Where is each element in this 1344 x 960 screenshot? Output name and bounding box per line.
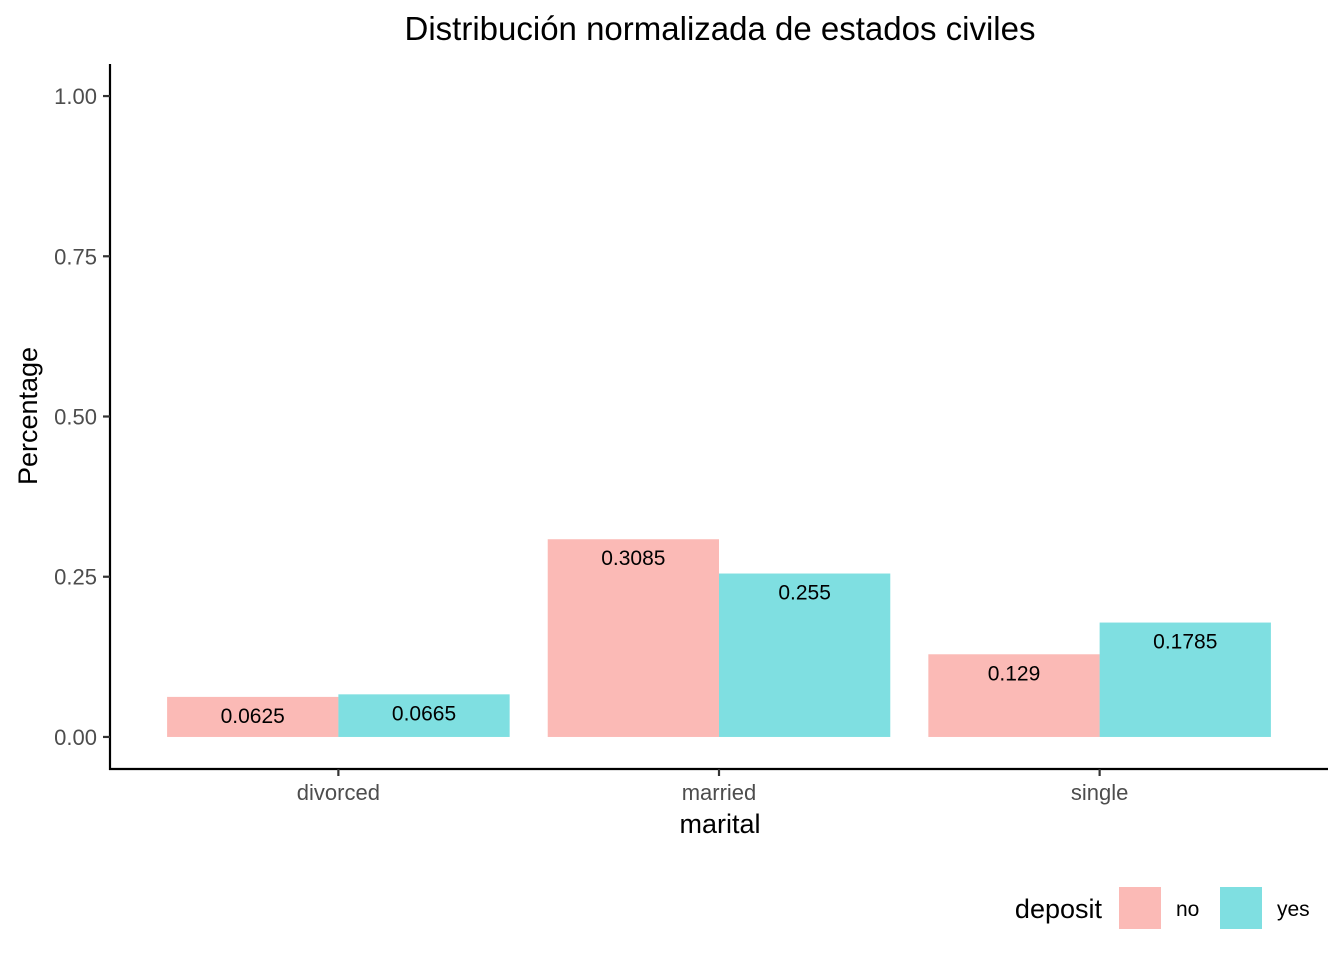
bars bbox=[167, 539, 1271, 737]
legend-label-yes: yes bbox=[1277, 898, 1310, 921]
chart-title: Distribución normalizada de estados civi… bbox=[405, 10, 1036, 47]
bar-single-no bbox=[928, 654, 1100, 737]
data-label-single-yes: 0.1785 bbox=[1153, 631, 1217, 654]
legend-label-no: no bbox=[1176, 898, 1199, 921]
data-label-divorced-no: 0.0625 bbox=[221, 705, 285, 728]
legend-key-yes bbox=[1220, 887, 1262, 929]
bar-married-yes bbox=[719, 573, 891, 737]
bar-single-yes bbox=[1099, 622, 1271, 737]
legend-items: no yes bbox=[1119, 887, 1310, 929]
y-tick-label: 0.25 bbox=[54, 565, 97, 590]
legend: deposit no yes bbox=[1015, 887, 1310, 929]
bar-married-no bbox=[547, 539, 719, 737]
data-label-married-no: 0.3085 bbox=[601, 547, 665, 570]
data-label-divorced-yes: 0.0665 bbox=[392, 702, 456, 725]
legend-key-no bbox=[1119, 887, 1161, 929]
bar-divorced-yes bbox=[338, 694, 510, 737]
legend-title: deposit bbox=[1015, 894, 1103, 924]
data-label-married-yes: 0.255 bbox=[778, 582, 831, 605]
data-labels: 0.0625 0.3085 0.129 0.0665 0.255 0.1785 bbox=[221, 547, 1218, 728]
x-axis-ticks: divorced married single bbox=[297, 769, 1128, 805]
y-axis-title: Percentage bbox=[13, 347, 43, 485]
y-tick-label: 0.75 bbox=[54, 244, 97, 269]
x-tick-label-married: married bbox=[682, 780, 757, 805]
y-axis-ticks: 0.00 0.25 0.50 0.75 1.00 bbox=[54, 84, 110, 750]
x-axis-title: marital bbox=[679, 809, 760, 839]
y-tick-label: 0.50 bbox=[54, 405, 97, 430]
bar-divorced-no bbox=[167, 696, 339, 737]
x-tick-label-divorced: divorced bbox=[297, 780, 380, 805]
plot-area: 0.0625 0.3085 0.129 0.0665 0.255 0.1785 bbox=[167, 539, 1271, 737]
x-tick-label-single: single bbox=[1071, 780, 1128, 805]
y-tick-label: 1.00 bbox=[54, 84, 97, 109]
y-tick-label: 0.00 bbox=[54, 725, 97, 750]
data-label-single-no: 0.129 bbox=[988, 662, 1041, 685]
